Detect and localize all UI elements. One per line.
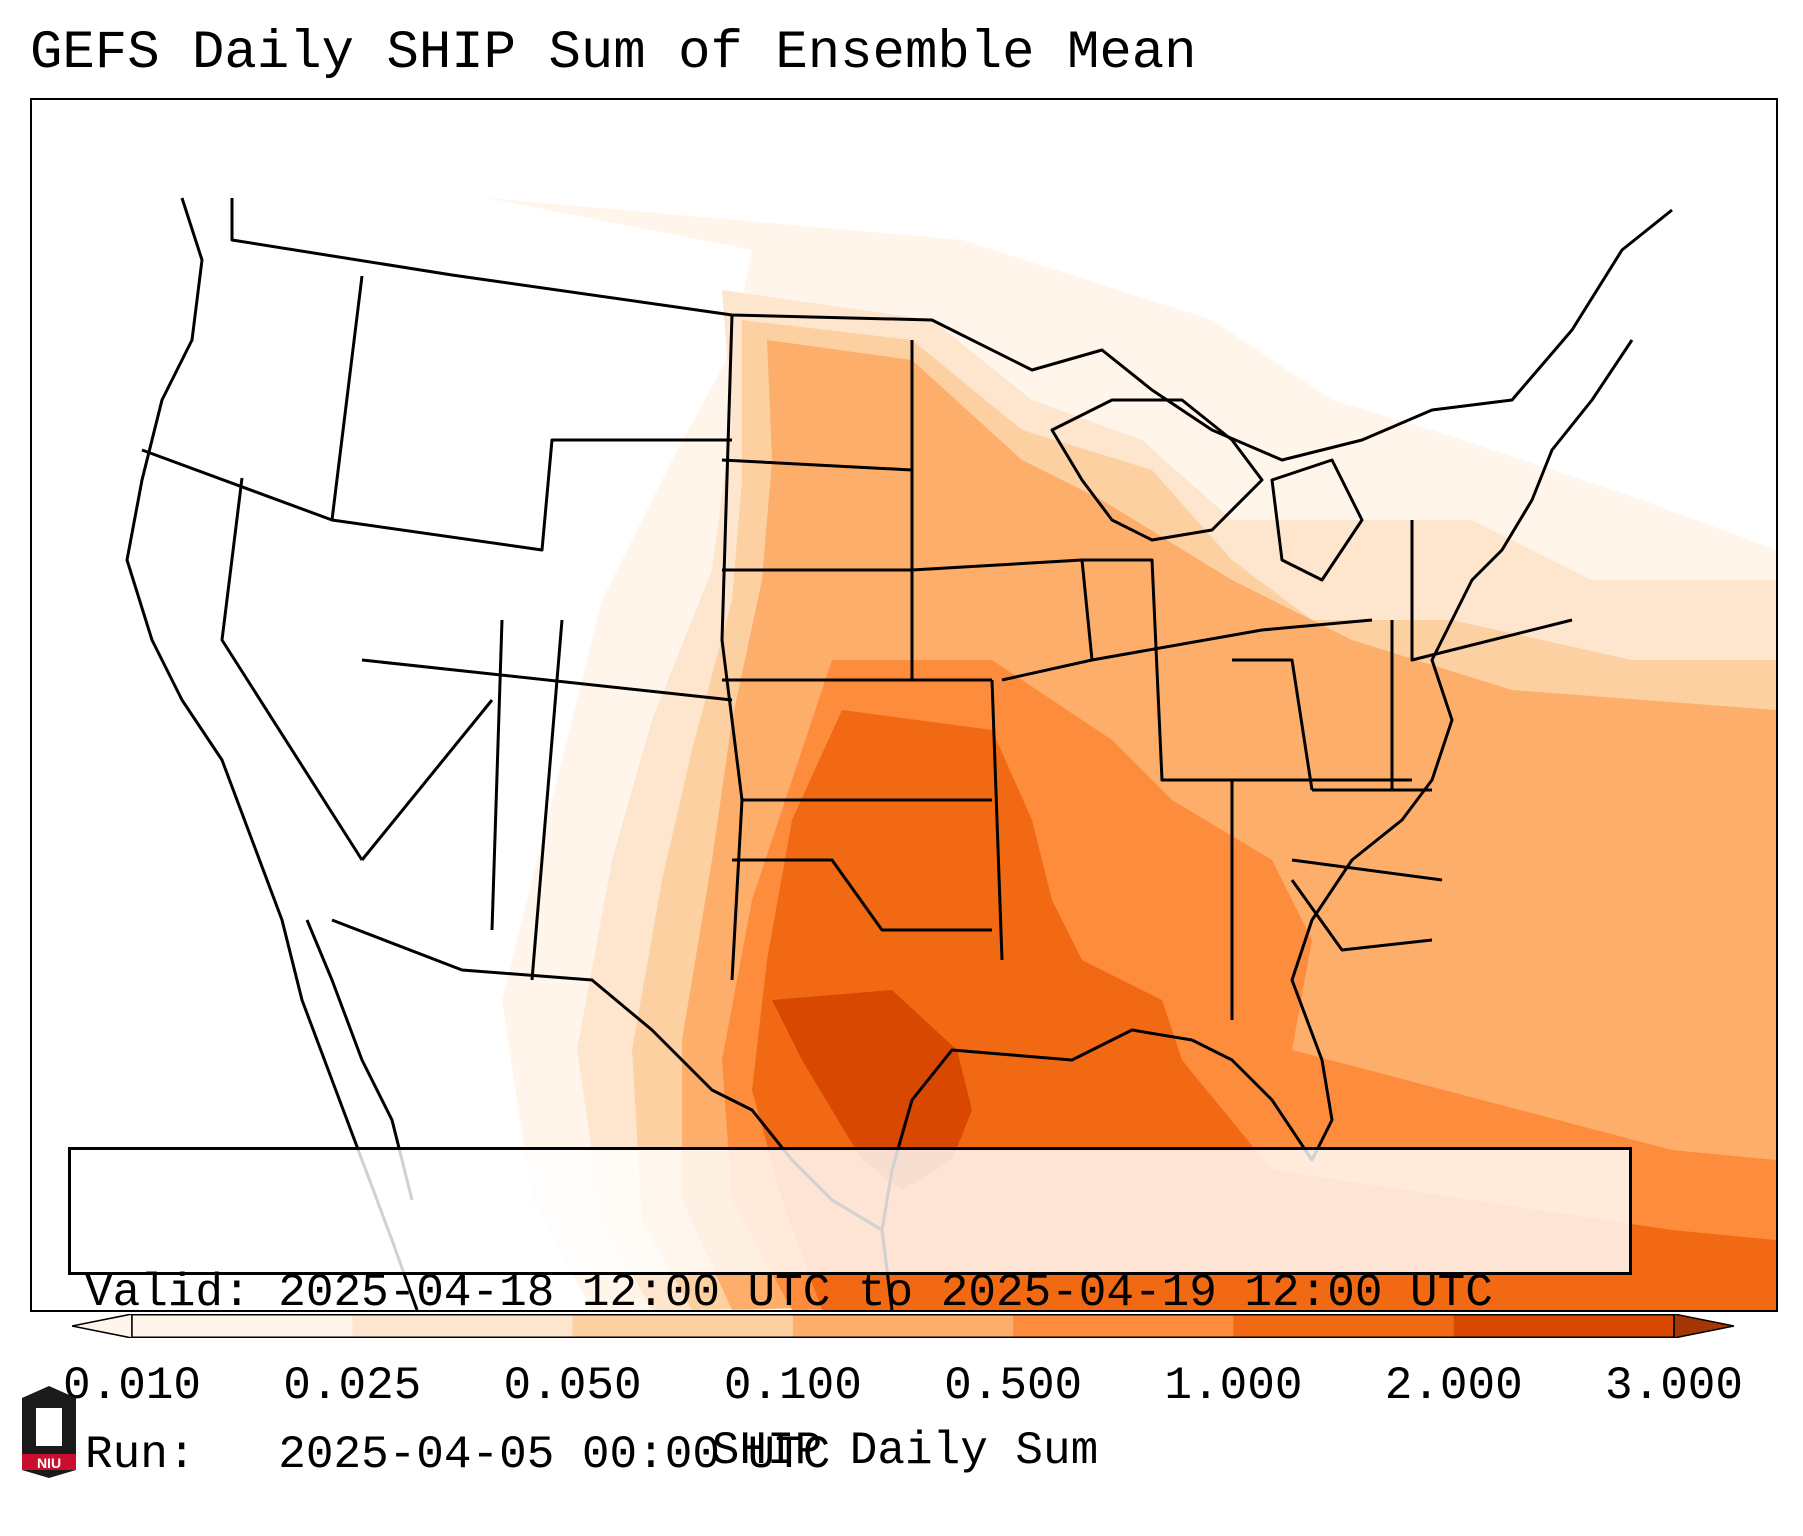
state-lines-central — [720, 314, 1094, 981]
colorbar-segment — [1233, 1314, 1455, 1338]
colorbar-tick-label: 3.000 — [1604, 1360, 1744, 1412]
field-darkest — [772, 990, 972, 1190]
colorbar-segment — [132, 1314, 353, 1338]
coastline-west — [125, 197, 419, 1310]
colorbar-segment — [572, 1314, 794, 1338]
valid-line: Valid: 2025-04-18 12:00 UTC to 2025-04-1… — [85, 1266, 1615, 1320]
boundaries — [125, 197, 1673, 1310]
colorbar-tick-label: 1.000 — [1164, 1360, 1303, 1412]
logo-tower — [36, 1408, 62, 1446]
colorbar-segment — [1013, 1314, 1234, 1338]
run-line: Run: 2025-04-05 00:00 UTC — [85, 1428, 1615, 1482]
map-panel — [30, 98, 1778, 1312]
ship-field — [487, 198, 1776, 1310]
colorbar-tick-label: 0.025 — [283, 1360, 422, 1412]
state-lines-west — [141, 275, 733, 981]
colorbar-tick-label: 0.500 — [944, 1360, 1083, 1412]
colorbar-tick-label: 2.000 — [1384, 1360, 1523, 1412]
run-label: Run: — [85, 1429, 196, 1481]
valid-run-info-box: Valid: 2025-04-18 12:00 UTC to 2025-04-1… — [68, 1147, 1632, 1481]
ship-map — [125, 197, 1776, 1310]
colorbar-tick-label: 0.010 — [62, 1360, 202, 1412]
colorbar-segment — [1453, 1314, 1675, 1338]
baja-coast — [305, 919, 414, 1201]
colorbar-tick-label: 0.100 — [723, 1360, 862, 1412]
run-value: 2025-04-05 00:00 UTC — [278, 1429, 831, 1481]
colorbar-extend-low — [72, 1314, 133, 1338]
colorbar — [72, 1314, 1734, 1338]
colorbar-segment — [792, 1314, 1014, 1338]
colorbar-outline — [131, 1314, 1675, 1338]
valid-value: 2025-04-18 12:00 UTC to 2025-04-19 12:00… — [278, 1267, 1493, 1319]
colorbar-segment — [352, 1314, 574, 1338]
canada-border — [230, 198, 1673, 462]
colorbar-extend-high — [1673, 1314, 1734, 1338]
niu-logo: NIU — [22, 1386, 76, 1478]
colorbar-tick-label: 0.050 — [503, 1360, 642, 1412]
logo-text: NIU — [37, 1455, 61, 1471]
great-lakes — [1050, 398, 1364, 582]
valid-label: Valid: — [85, 1267, 251, 1319]
colorbar-label: SHIP Daily Sum — [711, 1425, 1099, 1477]
map-title: GEFS Daily SHIP Sum of Ensemble Mean — [30, 23, 1197, 84]
state-lines-east — [1082, 520, 1573, 1020]
logo-band — [22, 1454, 76, 1470]
